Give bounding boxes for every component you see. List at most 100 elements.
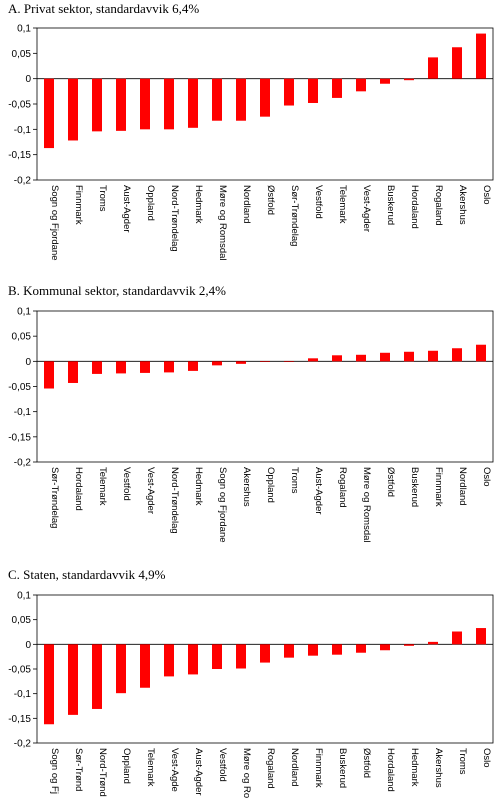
y-tick-label: 0,1 <box>17 591 31 602</box>
category-label: Telemark <box>145 748 156 787</box>
category-label: Aust-Agder <box>313 467 324 515</box>
category-label: Akershus <box>433 748 444 788</box>
bar <box>476 344 486 362</box>
category-label: Finnmark <box>433 467 444 507</box>
category-label: Buskerud <box>385 185 396 225</box>
y-tick-label: 0,1 <box>17 307 31 318</box>
category-label: Troms <box>457 748 468 775</box>
bar <box>116 644 126 694</box>
category-labels: Sør-Trøndelag Hordaland Telemark Vestfold Ve… <box>49 467 492 543</box>
category-label: Østfold <box>361 748 372 778</box>
bar <box>212 644 222 669</box>
bar <box>140 78 150 130</box>
y-tick-label: 0 <box>25 357 31 368</box>
bar <box>332 355 342 362</box>
category-label: Akershus <box>457 185 468 225</box>
bar <box>308 644 318 656</box>
y-tick-label: 0,05 <box>12 615 32 626</box>
category-label: Rogaland <box>433 185 444 226</box>
category-label: Buskerud <box>337 748 348 788</box>
bar <box>188 361 198 371</box>
category-label: Sogn og Fjordane <box>217 467 228 543</box>
category-label: Hedmark <box>193 185 204 224</box>
category-label: Sør-Trøndelag <box>49 467 60 528</box>
y-tick-label: -0,05 <box>8 382 31 393</box>
bar <box>380 352 390 362</box>
y-tick-label: 0,1 <box>17 24 31 35</box>
y-tick-label: 0 <box>25 74 31 85</box>
category-label: Telemark <box>97 467 108 506</box>
panel-b-title: B. Kommunal sektor, standardavvik 2,4% <box>8 283 226 298</box>
category-labels: Sogn og Fj Sør-Trønd Nord-Trønd Oppland Tele… <box>49 748 492 798</box>
bar <box>92 361 102 374</box>
bar <box>404 644 414 646</box>
category-label: Vestfold <box>217 748 228 782</box>
panel-a-private-sector: A. Privat sektor, standardavvik 6,4% 0,1… <box>8 1 494 261</box>
category-label: Finnmark <box>313 748 324 788</box>
bar <box>260 78 270 117</box>
category-label: Vest-Agde <box>169 748 180 792</box>
y-tick-label: -0,05 <box>8 665 31 676</box>
y-tick-label: -0,2 <box>14 176 32 187</box>
category-label: Vestfold <box>121 467 132 501</box>
y-tick-label: 0,05 <box>12 332 32 343</box>
bar <box>356 644 366 653</box>
y-tick-label: -0,2 <box>14 739 32 750</box>
bar <box>236 644 246 669</box>
bar <box>116 361 126 374</box>
bar <box>188 644 198 675</box>
category-label: Nord-Trønd <box>97 748 108 797</box>
category-label: Oslo <box>481 185 492 205</box>
bar <box>284 78 294 106</box>
category-label: Hedmark <box>193 467 204 506</box>
bar <box>188 78 198 128</box>
category-label: Finnmark <box>73 185 84 225</box>
bar <box>452 348 462 362</box>
panel-b-municipal-sector: B. Kommunal sektor, standardavvik 2,4% 0… <box>8 283 494 543</box>
bar <box>356 78 366 92</box>
bar <box>260 644 270 663</box>
category-label: Sør-Trønd <box>73 748 84 791</box>
category-label: Vestfold <box>313 185 324 219</box>
category-label: Aust-Agder <box>121 185 132 233</box>
bar <box>92 644 102 709</box>
category-label: Oppland <box>145 185 156 221</box>
bar <box>428 57 438 79</box>
bar <box>164 644 174 677</box>
bar <box>356 354 366 362</box>
category-label: Nordland <box>289 748 300 787</box>
bar <box>212 361 222 366</box>
y-tick-label: -0,15 <box>8 150 31 161</box>
y-tick-label: -0,15 <box>8 432 31 443</box>
category-label: Hordaland <box>409 185 420 229</box>
category-label: Oslo <box>481 467 492 487</box>
category-label: Nordland <box>457 467 468 506</box>
category-label: Hordaland <box>73 467 84 511</box>
category-label: Sogn og Fj <box>49 748 60 794</box>
bar <box>44 361 54 389</box>
category-label: Møre og Romsdal <box>217 185 228 261</box>
bar <box>428 350 438 362</box>
category-label: Møre og Romsdal <box>361 467 372 543</box>
y-tick-label: -0,1 <box>14 125 32 136</box>
bar <box>140 644 150 688</box>
category-label: Hordaland <box>385 748 396 792</box>
bar <box>308 358 318 362</box>
bar <box>476 628 486 645</box>
y-tick-label: 0 <box>25 640 31 651</box>
category-label: Rogaland <box>265 748 276 789</box>
category-label: Sogn og Fjordane <box>49 185 60 261</box>
bar <box>68 78 78 141</box>
y-tick-label: -0,05 <box>8 100 31 111</box>
category-label: Troms <box>97 185 108 212</box>
bar <box>428 641 438 645</box>
y-tick-label: -0,1 <box>14 407 32 418</box>
category-label: Nord-Trøndelag <box>169 185 180 252</box>
y-tick-label: -0,2 <box>14 458 32 469</box>
y-tick-label: 0,05 <box>12 49 32 60</box>
category-label: Sør-Trøndelag <box>289 185 300 246</box>
category-label: Nordland <box>241 185 252 224</box>
category-label: Østfold <box>385 467 396 497</box>
bar <box>452 47 462 79</box>
